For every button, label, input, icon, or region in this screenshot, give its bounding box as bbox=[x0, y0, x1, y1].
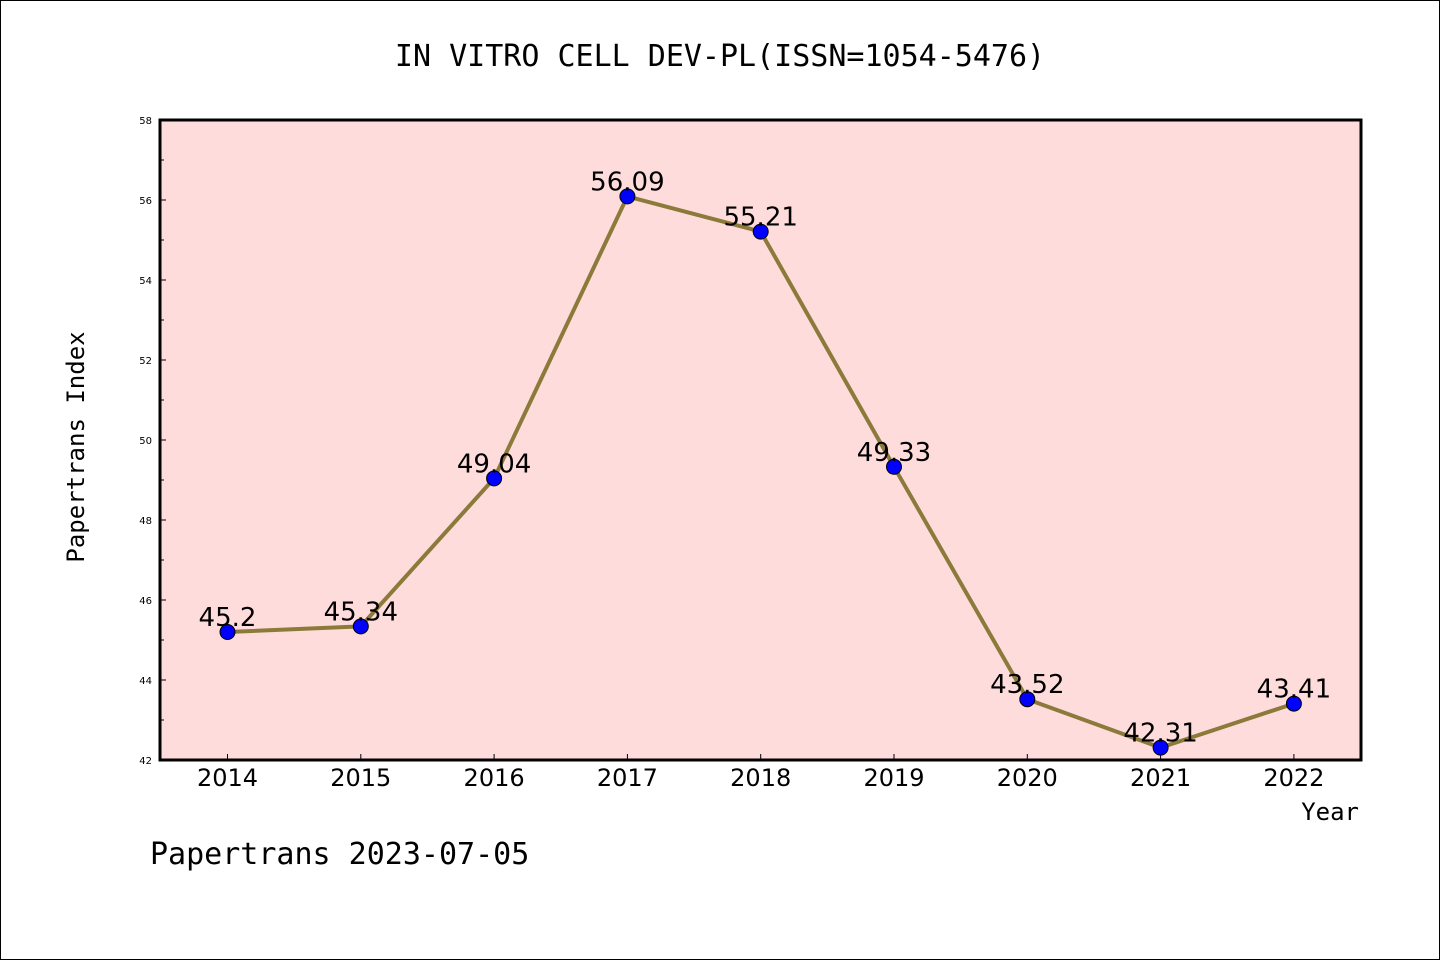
data-label: 55.21 bbox=[723, 203, 797, 233]
footer-text: Papertrans 2023-07-05 bbox=[150, 837, 529, 872]
x-tick-label: 2019 bbox=[863, 764, 924, 792]
data-point bbox=[619, 188, 636, 205]
y-tick-label: 42 bbox=[139, 756, 152, 767]
x-tick-label: 2018 bbox=[730, 764, 791, 792]
x-tick-label: 2015 bbox=[330, 764, 391, 792]
y-tick-label: 50 bbox=[139, 436, 152, 447]
x-tick-label: 2022 bbox=[1263, 764, 1324, 792]
data-label: 49.33 bbox=[857, 438, 931, 468]
y-tick-label: 48 bbox=[139, 516, 152, 527]
x-tick-label: 2017 bbox=[597, 764, 658, 792]
y-tick-label: 44 bbox=[139, 676, 152, 687]
data-point bbox=[1019, 691, 1036, 708]
data-point bbox=[1285, 695, 1302, 712]
chart-title: IN VITRO CELL DEV-PL(ISSN=1054-5476) bbox=[395, 39, 1045, 74]
x-tick-label: 2020 bbox=[997, 764, 1058, 792]
x-axis-label: Year bbox=[1301, 798, 1359, 826]
data-label: 45.34 bbox=[324, 597, 398, 627]
data-point bbox=[219, 624, 236, 640]
plot-border bbox=[158, 118, 1363, 762]
data-label: 49.04 bbox=[457, 449, 531, 479]
series-line-group bbox=[219, 188, 1302, 756]
data-point bbox=[1152, 739, 1169, 756]
x-tick-label: 2016 bbox=[464, 764, 525, 792]
data-point bbox=[486, 470, 503, 487]
data-labels-group: 45.2 45.34 49.04 56.09 55.21 49.33 43.52 42.31 4… bbox=[199, 167, 1332, 748]
data-point bbox=[886, 458, 902, 475]
data-label: 43.52 bbox=[990, 670, 1064, 700]
data-label: 45.2 bbox=[199, 603, 257, 633]
y-tick-label: 52 bbox=[139, 356, 152, 367]
y-tick-label: 46 bbox=[139, 596, 152, 607]
y-tick-label: 58 bbox=[139, 116, 152, 127]
y-tick-label: 54 bbox=[139, 276, 152, 287]
x-axis-ticks: 2014 2015 2016 2017 2018 2019 2020 2021 2022 bbox=[197, 754, 1324, 792]
data-point bbox=[352, 618, 369, 635]
x-tick-label: 2021 bbox=[1130, 764, 1191, 792]
data-label: 43.41 bbox=[1257, 675, 1331, 705]
y-axis-label: Papertrans Index bbox=[62, 331, 90, 562]
data-label: 42.31 bbox=[1123, 719, 1197, 749]
x-tick-label: 2014 bbox=[197, 764, 258, 792]
y-tick-label: 56 bbox=[139, 196, 152, 207]
data-label: 56.09 bbox=[590, 167, 664, 197]
data-point bbox=[752, 223, 769, 240]
